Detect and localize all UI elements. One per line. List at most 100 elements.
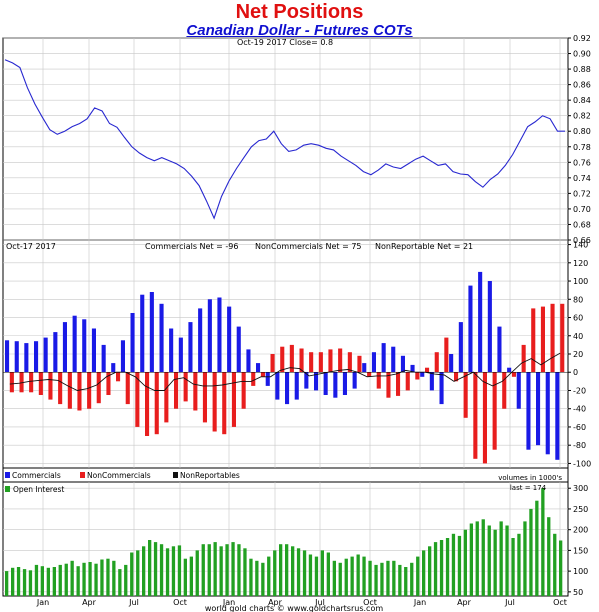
open-interest-bar xyxy=(112,560,116,596)
nonreportables-line xyxy=(9,352,561,391)
noncommercials-bar xyxy=(212,372,217,432)
commercials-bar xyxy=(246,349,251,373)
open-interest-bar xyxy=(231,542,235,596)
commercials-bar xyxy=(285,372,290,405)
open-interest-bar xyxy=(183,558,187,596)
commercials-bar xyxy=(323,372,328,395)
commercials-bar xyxy=(429,372,434,391)
noncommercials-bar xyxy=(502,372,507,409)
y-tick-label: 300 xyxy=(573,484,588,493)
open-interest-bar xyxy=(541,488,545,596)
noncommercials-bar xyxy=(376,372,381,389)
open-interest-bar xyxy=(439,540,444,596)
open-interest-legend-label: Open Interest xyxy=(13,485,64,494)
noncommercials-bar xyxy=(87,372,92,409)
open-interest-bar xyxy=(58,564,62,596)
open-interest-bar xyxy=(213,542,217,596)
commercials-bar xyxy=(391,346,396,373)
noncommercials-bar xyxy=(58,372,63,405)
open-interest-bar xyxy=(70,560,74,596)
noncommercials-bar xyxy=(222,372,227,435)
noncommercials-bar xyxy=(145,372,150,436)
commercials-bar xyxy=(314,372,319,391)
open-interest-bar xyxy=(368,560,372,596)
noncommercials-bar xyxy=(174,372,179,409)
noncommercials-bar xyxy=(183,372,188,402)
x-tick-label: Apr xyxy=(82,598,97,607)
noncommercials-bar xyxy=(367,372,372,377)
panel-frame xyxy=(2,37,569,241)
y-tick-label: 0.84 xyxy=(573,96,591,105)
x-tick-label: Oct xyxy=(363,598,377,607)
commercials-bar xyxy=(371,352,376,373)
commercials-bar xyxy=(410,364,415,373)
commercials-bar xyxy=(217,297,222,373)
open-interest-bar xyxy=(177,545,182,596)
commercials-legend-label: Commercials xyxy=(12,471,61,480)
x-tick-label: Jul xyxy=(504,598,515,607)
noncommercials-bar xyxy=(521,344,526,373)
open-interest-bar xyxy=(291,546,295,596)
commercials-bar xyxy=(91,328,96,373)
y-tick-label: 60 xyxy=(573,314,583,323)
noncommercials-bar xyxy=(405,372,410,391)
open-interest-bar xyxy=(553,533,557,596)
open-interest-bar xyxy=(243,548,247,596)
commercials-bar xyxy=(352,372,357,389)
commercials-bar xyxy=(468,285,473,373)
noncommercials-bar xyxy=(48,372,53,400)
noncommercials-bar xyxy=(318,352,323,373)
open-interest-bar xyxy=(285,544,289,596)
price-line xyxy=(4,59,565,220)
commercials-bar xyxy=(256,363,261,373)
open-interest-bar xyxy=(11,567,15,596)
open-interest-bar xyxy=(338,562,342,596)
y-tick-label: 0.68 xyxy=(573,220,591,229)
open-interest-bar xyxy=(267,556,271,596)
noncommercials-bar xyxy=(540,306,545,373)
noncommercials-bar xyxy=(241,372,246,409)
open-interest-bar xyxy=(499,521,503,596)
open-interest-bar xyxy=(433,542,438,596)
y-tick-label: 0.82 xyxy=(573,112,591,121)
commercials-bar xyxy=(120,340,125,373)
open-interest-bar xyxy=(171,546,176,596)
x-tick-label: Jul xyxy=(314,598,325,607)
x-tick-label: Apr xyxy=(268,598,283,607)
commercials-bar xyxy=(342,372,347,395)
y-tick-label: 0.72 xyxy=(573,189,591,198)
open-interest-bar xyxy=(261,562,265,596)
y-tick-label: 0.70 xyxy=(573,205,591,214)
open-interest-bar xyxy=(308,554,313,596)
open-interest-bar xyxy=(487,525,491,596)
noncommercials-bar xyxy=(260,372,265,377)
noncommercials-bar xyxy=(415,372,420,380)
commercials-bar xyxy=(516,372,521,409)
chart-title: Net Positions xyxy=(235,1,364,23)
open-interest-bar xyxy=(136,550,140,596)
nonreportables-legend-swatch xyxy=(173,472,178,478)
open-interest-bar xyxy=(511,538,515,596)
commercials-bar xyxy=(207,299,212,373)
open-interest-bar xyxy=(255,560,259,596)
noncommercials-bar xyxy=(299,348,304,373)
open-interest-bar xyxy=(201,544,205,596)
noncommercials-bar xyxy=(202,372,207,423)
commercials-bar xyxy=(507,367,512,373)
open-interest-bar xyxy=(451,533,456,596)
open-interest-bar xyxy=(362,556,366,596)
net-date-label: Oct-17 2017 xyxy=(6,242,56,251)
commercials-bar xyxy=(526,372,531,450)
commercials-bar xyxy=(159,303,164,373)
open-interest-bar xyxy=(28,570,33,596)
noncommercials-bar xyxy=(347,352,352,373)
commercials-bar xyxy=(198,308,203,373)
noncommercials-bar xyxy=(396,372,401,396)
chart-subtitle[interactable]: Canadian Dollar - Futures COTs xyxy=(186,22,413,39)
commercials-bar xyxy=(72,315,77,373)
open-interest-bar xyxy=(46,567,50,596)
noncommercials-bar xyxy=(511,372,516,377)
noncommercials-legend-swatch xyxy=(80,472,85,478)
noncommercials-bar xyxy=(309,352,314,373)
